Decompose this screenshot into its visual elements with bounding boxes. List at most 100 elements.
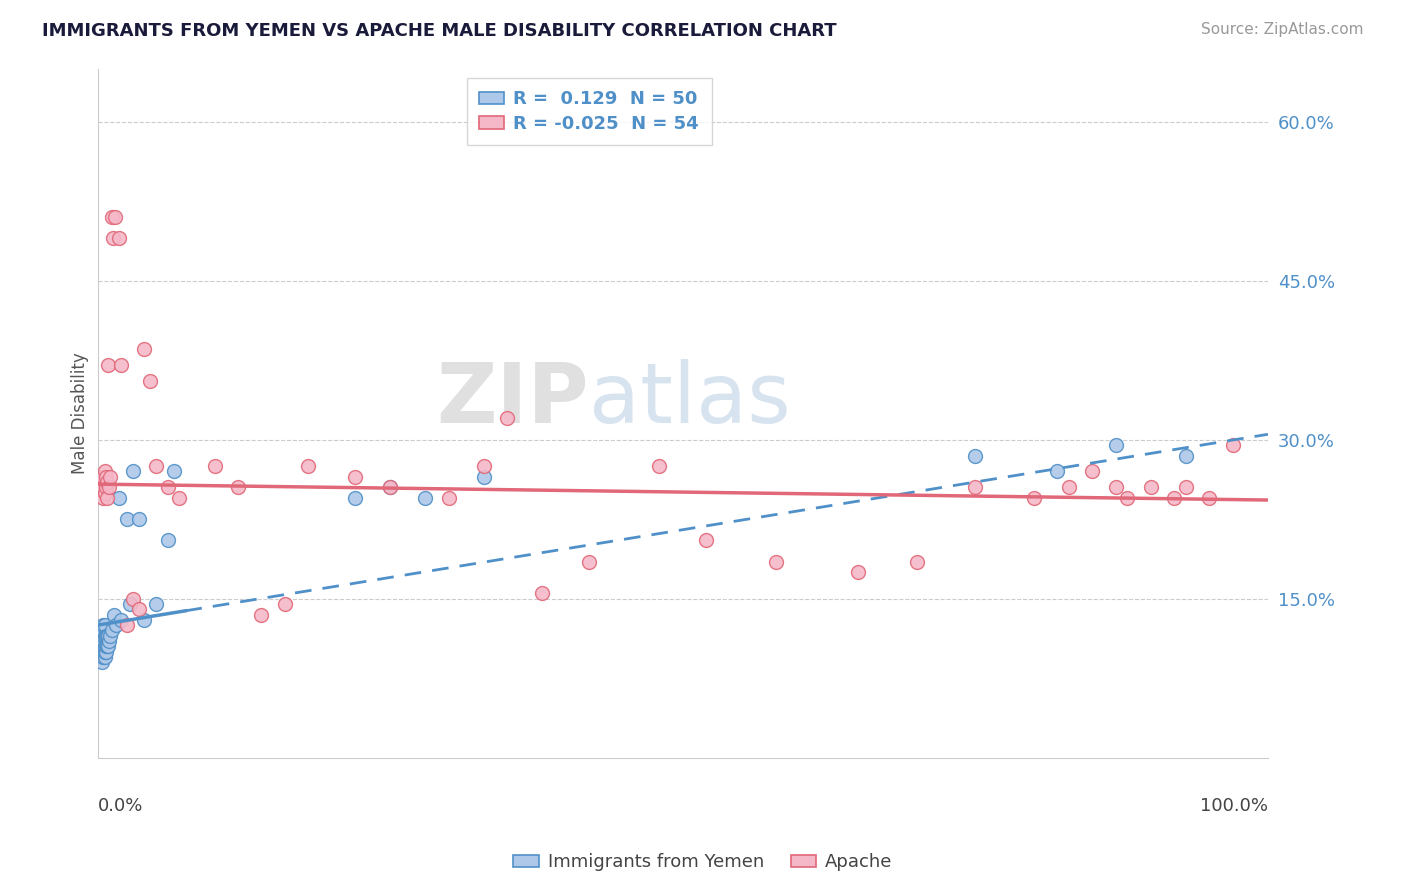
Point bbox=[93, 645, 115, 659]
Point bbox=[297, 459, 319, 474]
Point bbox=[496, 411, 519, 425]
Point bbox=[107, 491, 129, 505]
Point bbox=[965, 480, 987, 494]
Point bbox=[93, 649, 115, 664]
Point bbox=[110, 359, 132, 373]
Point bbox=[93, 649, 115, 664]
Point bbox=[100, 469, 122, 483]
Point bbox=[1222, 438, 1244, 452]
Point bbox=[648, 459, 671, 474]
Point bbox=[100, 210, 122, 224]
Point bbox=[94, 629, 117, 643]
Point bbox=[128, 512, 150, 526]
Point bbox=[93, 464, 115, 478]
Point bbox=[1105, 438, 1128, 452]
Point bbox=[93, 618, 115, 632]
Point bbox=[1057, 480, 1080, 494]
Point bbox=[1105, 480, 1128, 494]
Point bbox=[378, 480, 401, 494]
Point bbox=[472, 459, 495, 474]
Point bbox=[965, 449, 987, 463]
Point bbox=[695, 533, 717, 548]
Point bbox=[437, 491, 460, 505]
Point bbox=[115, 512, 138, 526]
Point bbox=[91, 469, 114, 483]
Point bbox=[103, 607, 125, 622]
Text: ZIP: ZIP bbox=[437, 359, 589, 440]
Point bbox=[156, 533, 179, 548]
Point bbox=[1081, 464, 1104, 478]
Point bbox=[578, 555, 600, 569]
Point bbox=[145, 459, 167, 474]
Point bbox=[100, 629, 122, 643]
Point bbox=[94, 640, 117, 654]
Point bbox=[104, 210, 127, 224]
Point bbox=[765, 555, 787, 569]
Point bbox=[1175, 449, 1198, 463]
Point bbox=[1163, 491, 1185, 505]
Point bbox=[93, 640, 115, 654]
Point bbox=[94, 645, 117, 659]
Y-axis label: Male Disability: Male Disability bbox=[72, 352, 89, 474]
Point bbox=[90, 640, 112, 654]
Point bbox=[344, 469, 367, 483]
Point bbox=[96, 629, 118, 643]
Point bbox=[163, 464, 186, 478]
Point bbox=[139, 374, 162, 388]
Point bbox=[90, 629, 112, 643]
Text: IMMIGRANTS FROM YEMEN VS APACHE MALE DISABILITY CORRELATION CHART: IMMIGRANTS FROM YEMEN VS APACHE MALE DIS… bbox=[42, 22, 837, 40]
Point bbox=[93, 640, 115, 654]
Point bbox=[250, 607, 273, 622]
Point bbox=[90, 649, 112, 664]
Point bbox=[134, 613, 156, 627]
Point bbox=[100, 624, 122, 638]
Point bbox=[101, 231, 124, 245]
Point bbox=[96, 475, 118, 489]
Point bbox=[156, 480, 179, 494]
Point bbox=[93, 618, 115, 632]
Point bbox=[107, 231, 129, 245]
Point bbox=[145, 597, 167, 611]
Legend: Immigrants from Yemen, Apache: Immigrants from Yemen, Apache bbox=[506, 847, 900, 879]
Point bbox=[531, 586, 554, 600]
Point bbox=[93, 645, 115, 659]
Point bbox=[94, 469, 117, 483]
Point bbox=[93, 629, 115, 643]
Point bbox=[115, 618, 138, 632]
Text: 100.0%: 100.0% bbox=[1199, 797, 1268, 814]
Point bbox=[1022, 491, 1045, 505]
Point bbox=[128, 602, 150, 616]
Point bbox=[1046, 464, 1069, 478]
Point bbox=[110, 613, 132, 627]
Point bbox=[93, 485, 115, 500]
Point bbox=[96, 491, 118, 505]
Point bbox=[93, 634, 115, 648]
Point bbox=[134, 343, 156, 357]
Point bbox=[1116, 491, 1139, 505]
Point bbox=[121, 464, 143, 478]
Point bbox=[93, 491, 115, 505]
Point bbox=[413, 491, 436, 505]
Point bbox=[169, 491, 191, 505]
Point bbox=[1140, 480, 1163, 494]
Point bbox=[91, 629, 114, 643]
Point bbox=[91, 624, 114, 638]
Point bbox=[204, 459, 226, 474]
Point bbox=[94, 480, 117, 494]
Point bbox=[91, 655, 114, 669]
Point bbox=[344, 491, 367, 505]
Point bbox=[93, 480, 115, 494]
Point bbox=[97, 640, 120, 654]
Point bbox=[378, 480, 401, 494]
Point bbox=[96, 640, 118, 654]
Point bbox=[97, 359, 120, 373]
Point bbox=[905, 555, 928, 569]
Point bbox=[98, 480, 121, 494]
Text: 0.0%: 0.0% bbox=[97, 797, 143, 814]
Point bbox=[97, 629, 120, 643]
Point bbox=[472, 469, 495, 483]
Point bbox=[93, 629, 115, 643]
Point bbox=[1198, 491, 1220, 505]
Point bbox=[1175, 480, 1198, 494]
Point bbox=[105, 618, 128, 632]
